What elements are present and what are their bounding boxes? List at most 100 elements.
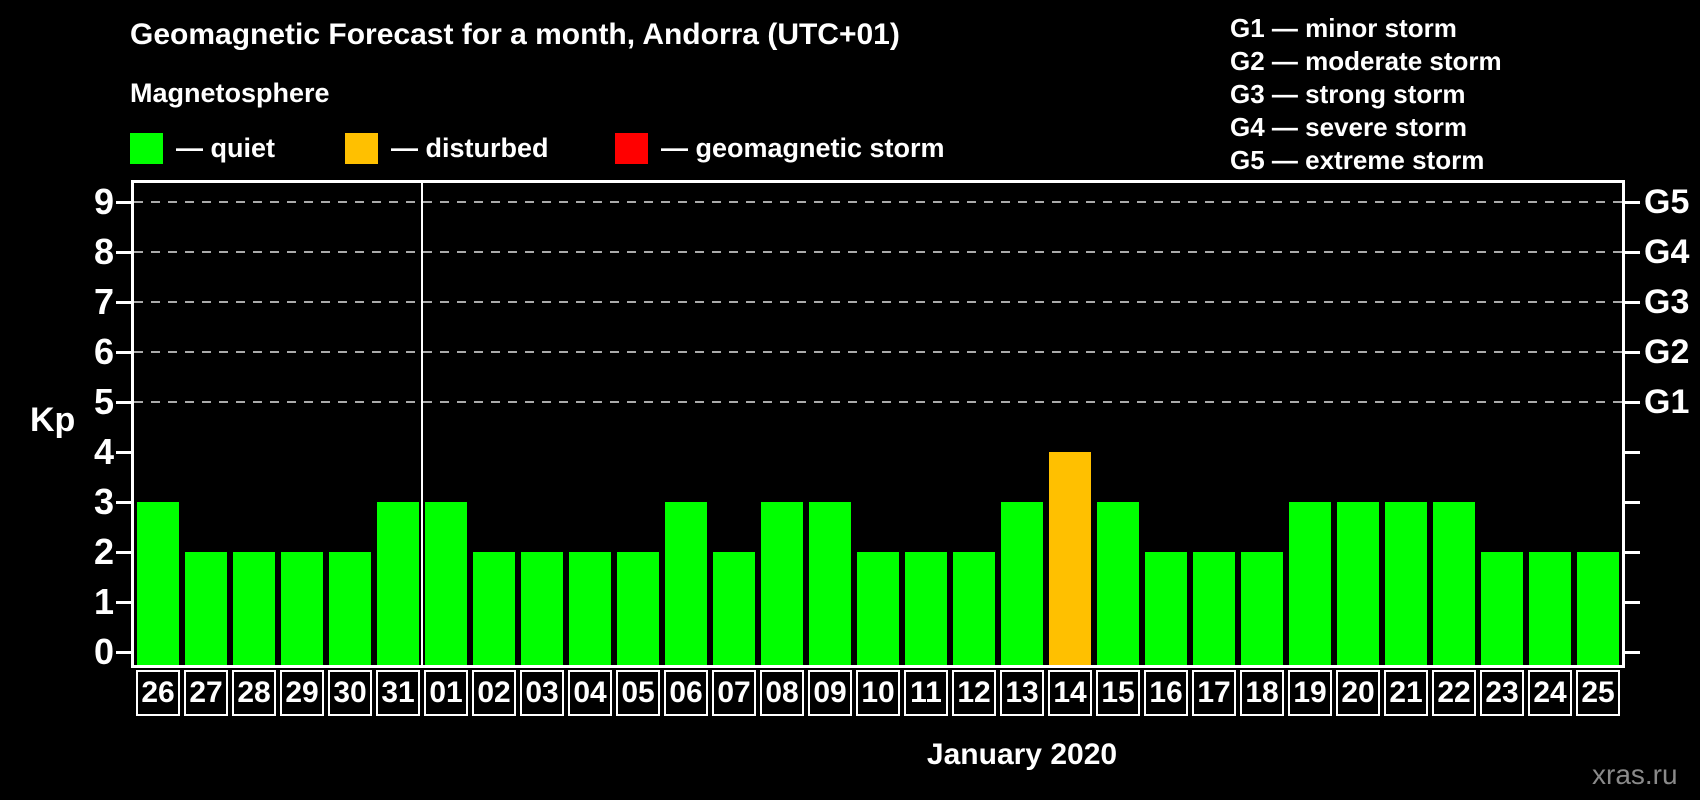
watermark: xras.ru: [1592, 759, 1678, 790]
g-axis-label-g2: G2: [1644, 333, 1690, 371]
kp-bar-day-09: [809, 502, 851, 665]
day-label-box-28: 28: [232, 670, 276, 716]
day-label-box-06: 06: [664, 670, 708, 716]
y-tick-label-2: 2: [93, 531, 114, 572]
day-label-box-12: 12: [952, 670, 996, 716]
y-tick-right-5: [1625, 401, 1640, 404]
y-tick-right-4: [1625, 451, 1640, 454]
legend-swatch-quiet: [130, 133, 163, 164]
y-tick-label-0: 0: [93, 631, 114, 672]
kp-bar-day-02: [473, 552, 515, 665]
kp-bar-day-05: [617, 552, 659, 665]
gridline-kp-5: [134, 401, 1622, 403]
kp-bar-day-01: [425, 502, 467, 665]
y-tick-right-2: [1625, 551, 1640, 554]
y-tick-right-8: [1625, 251, 1640, 254]
kp-bar-day-18: [1241, 552, 1283, 665]
y-tick-left-0: [116, 651, 131, 654]
storm-scale-g3: G3 — strong storm: [1230, 79, 1466, 109]
storm-scale-g5: G5 — extreme storm: [1230, 145, 1485, 175]
y-tick-label-5: 5: [93, 381, 114, 422]
gridline-kp-7: [134, 301, 1622, 303]
y-tick-label-4: 4: [93, 431, 114, 472]
kp-bar-day-22: [1433, 502, 1475, 665]
gridline-kp-8: [134, 251, 1622, 253]
y-tick-left-7: [116, 301, 131, 304]
y-tick-left-9: [116, 201, 131, 204]
gridline-kp-9: [134, 201, 1622, 203]
kp-bar-day-23: [1481, 552, 1523, 665]
day-label-box-24: 24: [1528, 670, 1572, 716]
day-label-box-03: 03: [520, 670, 564, 716]
kp-bar-day-27: [185, 552, 227, 665]
kp-bar-day-11: [905, 552, 947, 665]
gridline-kp-6: [134, 351, 1622, 353]
day-label-box-08: 08: [760, 670, 804, 716]
day-label-box-15: 15: [1096, 670, 1140, 716]
kp-bar-day-03: [521, 552, 563, 665]
y-tick-label-8: 8: [93, 231, 114, 272]
day-label-box-25: 25: [1576, 670, 1620, 716]
y-tick-label-6: 6: [93, 331, 114, 372]
y-tick-right-7: [1625, 301, 1640, 304]
y-tick-left-1: [116, 601, 131, 604]
page-title: Geomagnetic Forecast for a month, Andorr…: [130, 18, 900, 51]
kp-bar-day-08: [761, 502, 803, 665]
day-label-box-18: 18: [1240, 670, 1284, 716]
month-divider: [421, 183, 423, 665]
g-axis-label-g5: G5: [1644, 183, 1690, 221]
day-label-box-13: 13: [1000, 670, 1044, 716]
kp-bar-day-31: [377, 502, 419, 665]
day-label-box-04: 04: [568, 670, 612, 716]
y-tick-label-9: 9: [93, 181, 114, 222]
day-label-box-07: 07: [712, 670, 756, 716]
y-tick-right-0: [1625, 651, 1640, 654]
kp-bar-day-25: [1577, 552, 1619, 665]
y-tick-label-7: 7: [93, 281, 114, 322]
day-label-box-02: 02: [472, 670, 516, 716]
y-tick-right-9: [1625, 201, 1640, 204]
day-label-box-20: 20: [1336, 670, 1380, 716]
y-tick-left-5: [116, 401, 131, 404]
kp-bar-day-19: [1289, 502, 1331, 665]
storm-scale-legend: G1 — minor storm G2 — moderate storm G3 …: [1230, 12, 1502, 177]
magnetosphere-subtitle: Magnetosphere: [130, 78, 330, 108]
kp-bar-day-20: [1337, 502, 1379, 665]
day-label-box-27: 27: [184, 670, 228, 716]
y-tick-label-3: 3: [93, 481, 114, 522]
kp-bar-day-30: [329, 552, 371, 665]
y-tick-left-4: [116, 451, 131, 454]
kp-bar-day-21: [1385, 502, 1427, 665]
day-label-box-10: 10: [856, 670, 900, 716]
kp-bar-day-24: [1529, 552, 1571, 665]
x-axis-month-label: January 2020: [926, 738, 1118, 771]
storm-scale-g4: G4 — severe storm: [1230, 112, 1468, 142]
legend-swatch-disturbed: [345, 133, 378, 164]
g-axis-label-g3: G3: [1644, 283, 1690, 321]
kp-bar-day-04: [569, 552, 611, 665]
kp-bar-day-06: [665, 502, 707, 665]
y-tick-left-2: [116, 551, 131, 554]
day-label-box-19: 19: [1288, 670, 1332, 716]
kp-bar-day-17: [1193, 552, 1235, 665]
legend-swatch-storm: [615, 133, 648, 164]
y-axis-label: Kp: [30, 401, 76, 439]
g-axis-label-g1: G1: [1644, 383, 1690, 421]
kp-bar-day-12: [953, 552, 995, 665]
day-label-box-17: 17: [1192, 670, 1236, 716]
y-tick-left-8: [116, 251, 131, 254]
day-label-box-14: 14: [1048, 670, 1092, 716]
kp-bar-day-16: [1145, 552, 1187, 665]
day-label-box-31: 31: [376, 670, 420, 716]
day-label-box-22: 22: [1432, 670, 1476, 716]
storm-scale-g1: G1 — minor storm: [1230, 13, 1457, 43]
day-label-box-26: 26: [136, 670, 180, 716]
kp-bar-day-07: [713, 552, 755, 665]
y-tick-left-3: [116, 501, 131, 504]
legend-label-storm: — geomagnetic storm: [661, 133, 945, 163]
day-label-box-23: 23: [1480, 670, 1524, 716]
y-tick-right-3: [1625, 501, 1640, 504]
y-tick-right-6: [1625, 351, 1640, 354]
kp-bar-day-15: [1097, 502, 1139, 665]
